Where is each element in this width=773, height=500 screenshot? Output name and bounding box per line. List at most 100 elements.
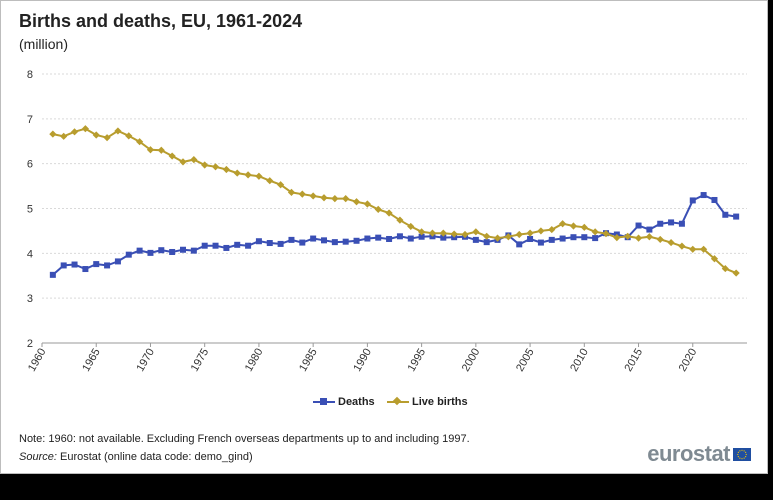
source-line: Source: Eurostat (online data code: demo… <box>19 451 253 463</box>
flag-star <box>743 449 745 451</box>
data-point-live-births <box>255 172 263 180</box>
y-tick-label: 3 <box>27 293 33 305</box>
data-point-deaths <box>353 237 360 244</box>
series-line-live-births <box>52 127 737 275</box>
x-tick-label: 1965 <box>80 347 103 374</box>
series-line-deaths <box>52 193 737 276</box>
eurostat-logo: eurostat <box>647 441 751 467</box>
data-point-deaths <box>158 247 165 254</box>
data-point-live-births <box>732 269 740 277</box>
data-point-live-births <box>222 165 230 174</box>
data-point-live-births <box>461 230 469 239</box>
data-point-live-births <box>472 228 480 236</box>
data-point-live-births <box>136 138 144 146</box>
flag-star <box>737 453 739 455</box>
data-point-live-births <box>385 209 393 217</box>
data-point-deaths <box>255 238 262 245</box>
data-point-deaths <box>483 239 490 246</box>
flag-star <box>739 449 741 451</box>
y-tick-label: 2 <box>27 338 33 350</box>
data-point-live-births <box>157 146 165 154</box>
data-point-live-births <box>493 234 502 242</box>
data-point-deaths <box>331 239 338 246</box>
data-point-live-births <box>114 127 122 135</box>
data-point-deaths <box>646 226 653 233</box>
data-point-live-births <box>298 190 306 198</box>
data-point-deaths <box>418 233 425 240</box>
data-point-live-births <box>645 233 653 241</box>
x-tick-label: 1990 <box>351 347 374 374</box>
y-tick-label: 4 <box>27 248 33 260</box>
data-point-deaths <box>71 261 78 268</box>
data-point-live-births <box>49 130 57 138</box>
data-point-live-births <box>320 194 328 202</box>
data-point-live-births <box>363 200 371 208</box>
x-tick-label: 1985 <box>297 347 320 374</box>
x-tick-label: 1975 <box>189 347 212 374</box>
data-point-deaths <box>722 211 729 218</box>
data-point-live-births <box>309 192 317 200</box>
data-point-live-births <box>287 188 296 196</box>
data-point-deaths <box>180 246 186 253</box>
flag-star <box>741 449 743 451</box>
data-point-live-births <box>483 232 491 240</box>
data-point-live-births <box>352 198 361 206</box>
source-text: Eurostat (online data code: demo_gind) <box>59 451 253 463</box>
data-point-deaths <box>407 235 414 242</box>
x-tick-label: 2015 <box>623 347 646 374</box>
data-point-deaths <box>277 240 284 247</box>
footnote: Note: 1960: not available. Excluding Fre… <box>19 433 470 445</box>
data-point-live-births <box>710 255 719 263</box>
data-point-live-births <box>656 235 664 244</box>
data-point-deaths <box>711 196 718 203</box>
data-point-live-births <box>591 228 599 236</box>
x-tick-label: 1970 <box>134 347 157 374</box>
chart-title: Births and deaths, EU, 1961-2024 <box>19 11 303 31</box>
data-point-deaths <box>342 238 349 245</box>
data-point-deaths <box>668 219 675 226</box>
data-point-live-births <box>689 245 697 253</box>
data-point-deaths <box>234 241 241 248</box>
data-point-live-births <box>146 146 155 154</box>
legend-item-deaths[interactable]: Deaths <box>313 394 375 410</box>
legend-label-deaths: Deaths <box>338 396 375 408</box>
data-point-live-births <box>580 223 588 231</box>
data-point-live-births <box>179 158 187 166</box>
legend-label-live-births: Live births <box>412 396 468 408</box>
chart-unit: (million) <box>19 36 68 52</box>
data-point-live-births <box>428 229 437 237</box>
flag-star <box>737 455 739 457</box>
data-point-live-births <box>396 216 404 224</box>
data-point-deaths <box>49 271 56 278</box>
data-point-live-births <box>634 234 643 242</box>
data-point-deaths <box>82 266 89 273</box>
x-tick-label: 2010 <box>568 347 591 374</box>
data-point-live-births <box>624 232 632 240</box>
y-tick-label: 5 <box>27 204 33 216</box>
data-point-deaths <box>527 235 534 242</box>
data-point-live-births <box>418 228 426 236</box>
data-point-live-births <box>92 131 100 139</box>
data-point-live-births <box>233 169 241 177</box>
data-point-deaths <box>678 220 685 227</box>
data-point-live-births <box>613 234 621 242</box>
data-point-deaths <box>169 248 176 255</box>
legend-item-live-births[interactable]: Live births <box>387 394 468 410</box>
data-point-deaths <box>201 242 208 249</box>
data-point-deaths <box>516 241 523 248</box>
data-point-live-births <box>721 264 729 273</box>
data-point-deaths <box>570 234 577 241</box>
data-point-deaths <box>689 197 696 204</box>
data-point-live-births <box>125 132 133 140</box>
data-point-live-births <box>700 245 708 253</box>
eu-flag-icon <box>733 447 751 461</box>
data-point-live-births <box>569 222 578 230</box>
data-point-live-births <box>407 222 415 231</box>
data-point-live-births <box>515 230 523 239</box>
data-point-deaths <box>635 222 642 229</box>
flag-star <box>743 457 745 459</box>
y-tick-label: 8 <box>27 69 33 81</box>
deaths-marker-icon <box>313 397 335 407</box>
x-tick-label: 2000 <box>460 347 483 374</box>
data-point-live-births <box>201 161 209 169</box>
